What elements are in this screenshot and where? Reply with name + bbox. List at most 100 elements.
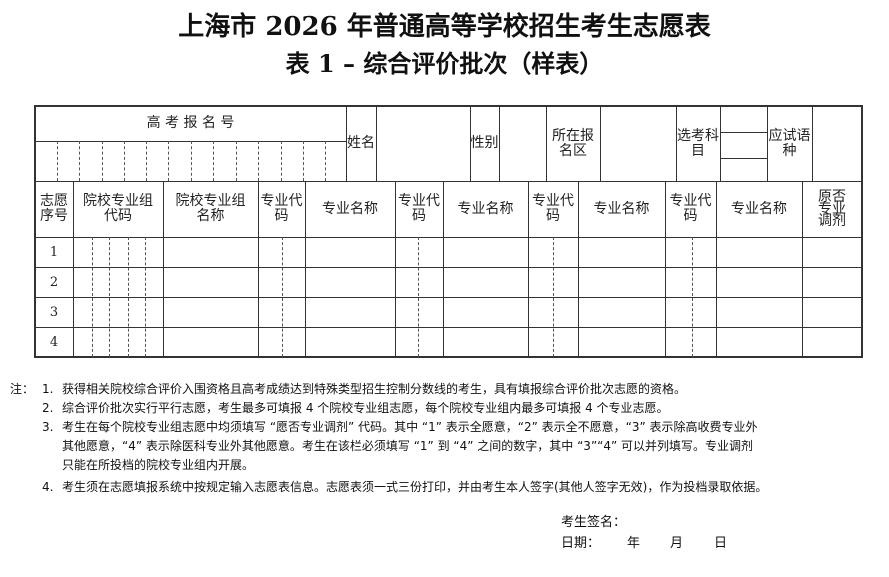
grid-line [802, 181, 803, 357]
grid-line [34, 105, 36, 358]
col-major-code-1: 专业代码 [260, 193, 303, 224]
col-major-code-2: 专业代码 [398, 193, 440, 224]
dashed-divider [145, 237, 146, 357]
language-input[interactable] [812, 106, 862, 181]
grid-line [720, 106, 721, 181]
grid-line [346, 106, 347, 181]
gender-input[interactable] [499, 106, 546, 181]
dashed-divider [146, 141, 147, 181]
row-seq-2: 2 [49, 274, 59, 290]
dashed-divider [281, 141, 282, 181]
dashed-divider [128, 237, 129, 357]
note-4-num: 4. [42, 480, 54, 494]
gender-label: 性别 [470, 135, 499, 151]
col-group-code: 院校专业组代码 [83, 193, 153, 224]
grid-line [395, 181, 396, 357]
grid-line [258, 181, 259, 357]
grid-line [720, 132, 767, 133]
dashed-divider [109, 237, 110, 357]
row-seq-4: 4 [49, 334, 59, 350]
volunteer-row-1[interactable] [73, 237, 862, 267]
note-3-num: 3. [42, 420, 54, 434]
dashed-divider [57, 141, 58, 181]
grid-line [767, 106, 768, 181]
note-2-num: 2. [42, 401, 54, 415]
grid-line [35, 141, 346, 142]
dashed-divider [692, 237, 693, 357]
dashed-divider [418, 237, 419, 357]
date-month-label: 月 [670, 536, 684, 551]
note-1-num: 1. [42, 382, 54, 396]
col-major-name-1: 专业名称 [322, 200, 378, 217]
col-major-name-4: 专业名称 [731, 200, 787, 217]
grid-line [812, 106, 813, 181]
grid-line [443, 181, 444, 357]
date-year-label: 年 [627, 536, 641, 551]
col-group-name: 院校专业组名称 [175, 193, 246, 224]
form-title: 上海市 2026 年普通高等学校招生考生志愿表 [178, 12, 711, 42]
grid-line [499, 106, 500, 181]
date-day-label: 日 [714, 536, 728, 551]
grid-line [35, 181, 862, 182]
dashed-divider [303, 141, 304, 181]
grid-line [665, 181, 666, 357]
grid-line [676, 106, 677, 181]
note-4-text: 考生须在志愿填报系统中按规定输入志愿表信息。志愿表须一式三份打印，并由考生本人签… [62, 480, 768, 494]
grid-line [163, 181, 164, 357]
dashed-divider [79, 141, 80, 181]
grid-line [470, 106, 471, 181]
grid-line [578, 181, 579, 357]
grid-line [546, 106, 547, 181]
dashed-divider [191, 141, 192, 181]
form-subtitle: 表 1 – 综合评价批次（样表） [285, 49, 604, 78]
exam-number-input[interactable] [35, 141, 346, 181]
col-major-name-3: 专业名称 [593, 200, 650, 217]
volunteer-row-4[interactable] [73, 327, 862, 357]
volunteer-row-2[interactable] [73, 267, 862, 297]
dashed-divider [236, 141, 237, 181]
subjects-input[interactable] [720, 106, 767, 181]
note-2-text: 综合评价批次实行平行志愿，考生最多可填报 4 个院校专业组志愿，每个院校专业组内… [62, 401, 669, 415]
grid-line [35, 327, 862, 328]
grid-line [35, 267, 862, 268]
grid-line [720, 158, 767, 159]
language-label: 应试语种 [768, 127, 811, 159]
date-label: 日期： [561, 536, 601, 551]
notes-prefix: 注： [10, 382, 35, 396]
dashed-divider [282, 237, 283, 357]
grid-line [305, 181, 306, 357]
dashed-divider [258, 141, 259, 181]
dashed-divider [325, 141, 326, 181]
dashed-divider [553, 237, 554, 357]
grid-line [34, 105, 863, 107]
row-seq-1: 1 [49, 244, 59, 260]
subjects-label: 选考科目 [677, 127, 719, 159]
grid-line [861, 105, 863, 358]
grid-line [716, 181, 717, 357]
grid-line [35, 237, 862, 238]
exam-number-label: 高 考 报 名 号 [146, 115, 235, 131]
col-major-name-2: 专业名称 [457, 200, 514, 217]
col-adjust: 原否专业调剂 [818, 189, 846, 229]
grid-line [600, 106, 601, 181]
grid-line [34, 356, 863, 358]
note-3-text-1: 考生在每个院校专业组志愿中均须填写 “愿否专业调剂” 代码。其中 “1” 表示全… [62, 420, 758, 434]
note-1-text: 获得相关院校综合评价入围资格且高考成绩达到特殊类型招生控制分数线的考生，具有填报… [62, 382, 687, 396]
signature-input[interactable] [630, 514, 780, 532]
note-3-text-2: 其他愿意，“4” 表示除医科专业外其他愿意。考生在该栏必须填写 “1” 到 “4… [62, 439, 754, 453]
grid-line [35, 297, 862, 298]
volunteer-row-3[interactable] [73, 297, 862, 327]
row-seq-3: 3 [49, 304, 59, 320]
dashed-divider [168, 141, 169, 181]
col-major-code-4: 专业代码 [669, 193, 712, 224]
dashed-divider [213, 141, 214, 181]
note-3-text-3: 只能在所投档的院校专业组内开展。 [62, 458, 255, 472]
dashed-divider [102, 141, 103, 181]
dashed-divider [92, 237, 93, 357]
grid-line [73, 181, 74, 357]
signature-label: 考生签名： [561, 515, 627, 530]
dashed-divider [124, 141, 125, 181]
name-input[interactable] [376, 106, 470, 181]
district-input[interactable] [600, 106, 676, 181]
col-major-code-3: 专业代码 [532, 193, 574, 224]
